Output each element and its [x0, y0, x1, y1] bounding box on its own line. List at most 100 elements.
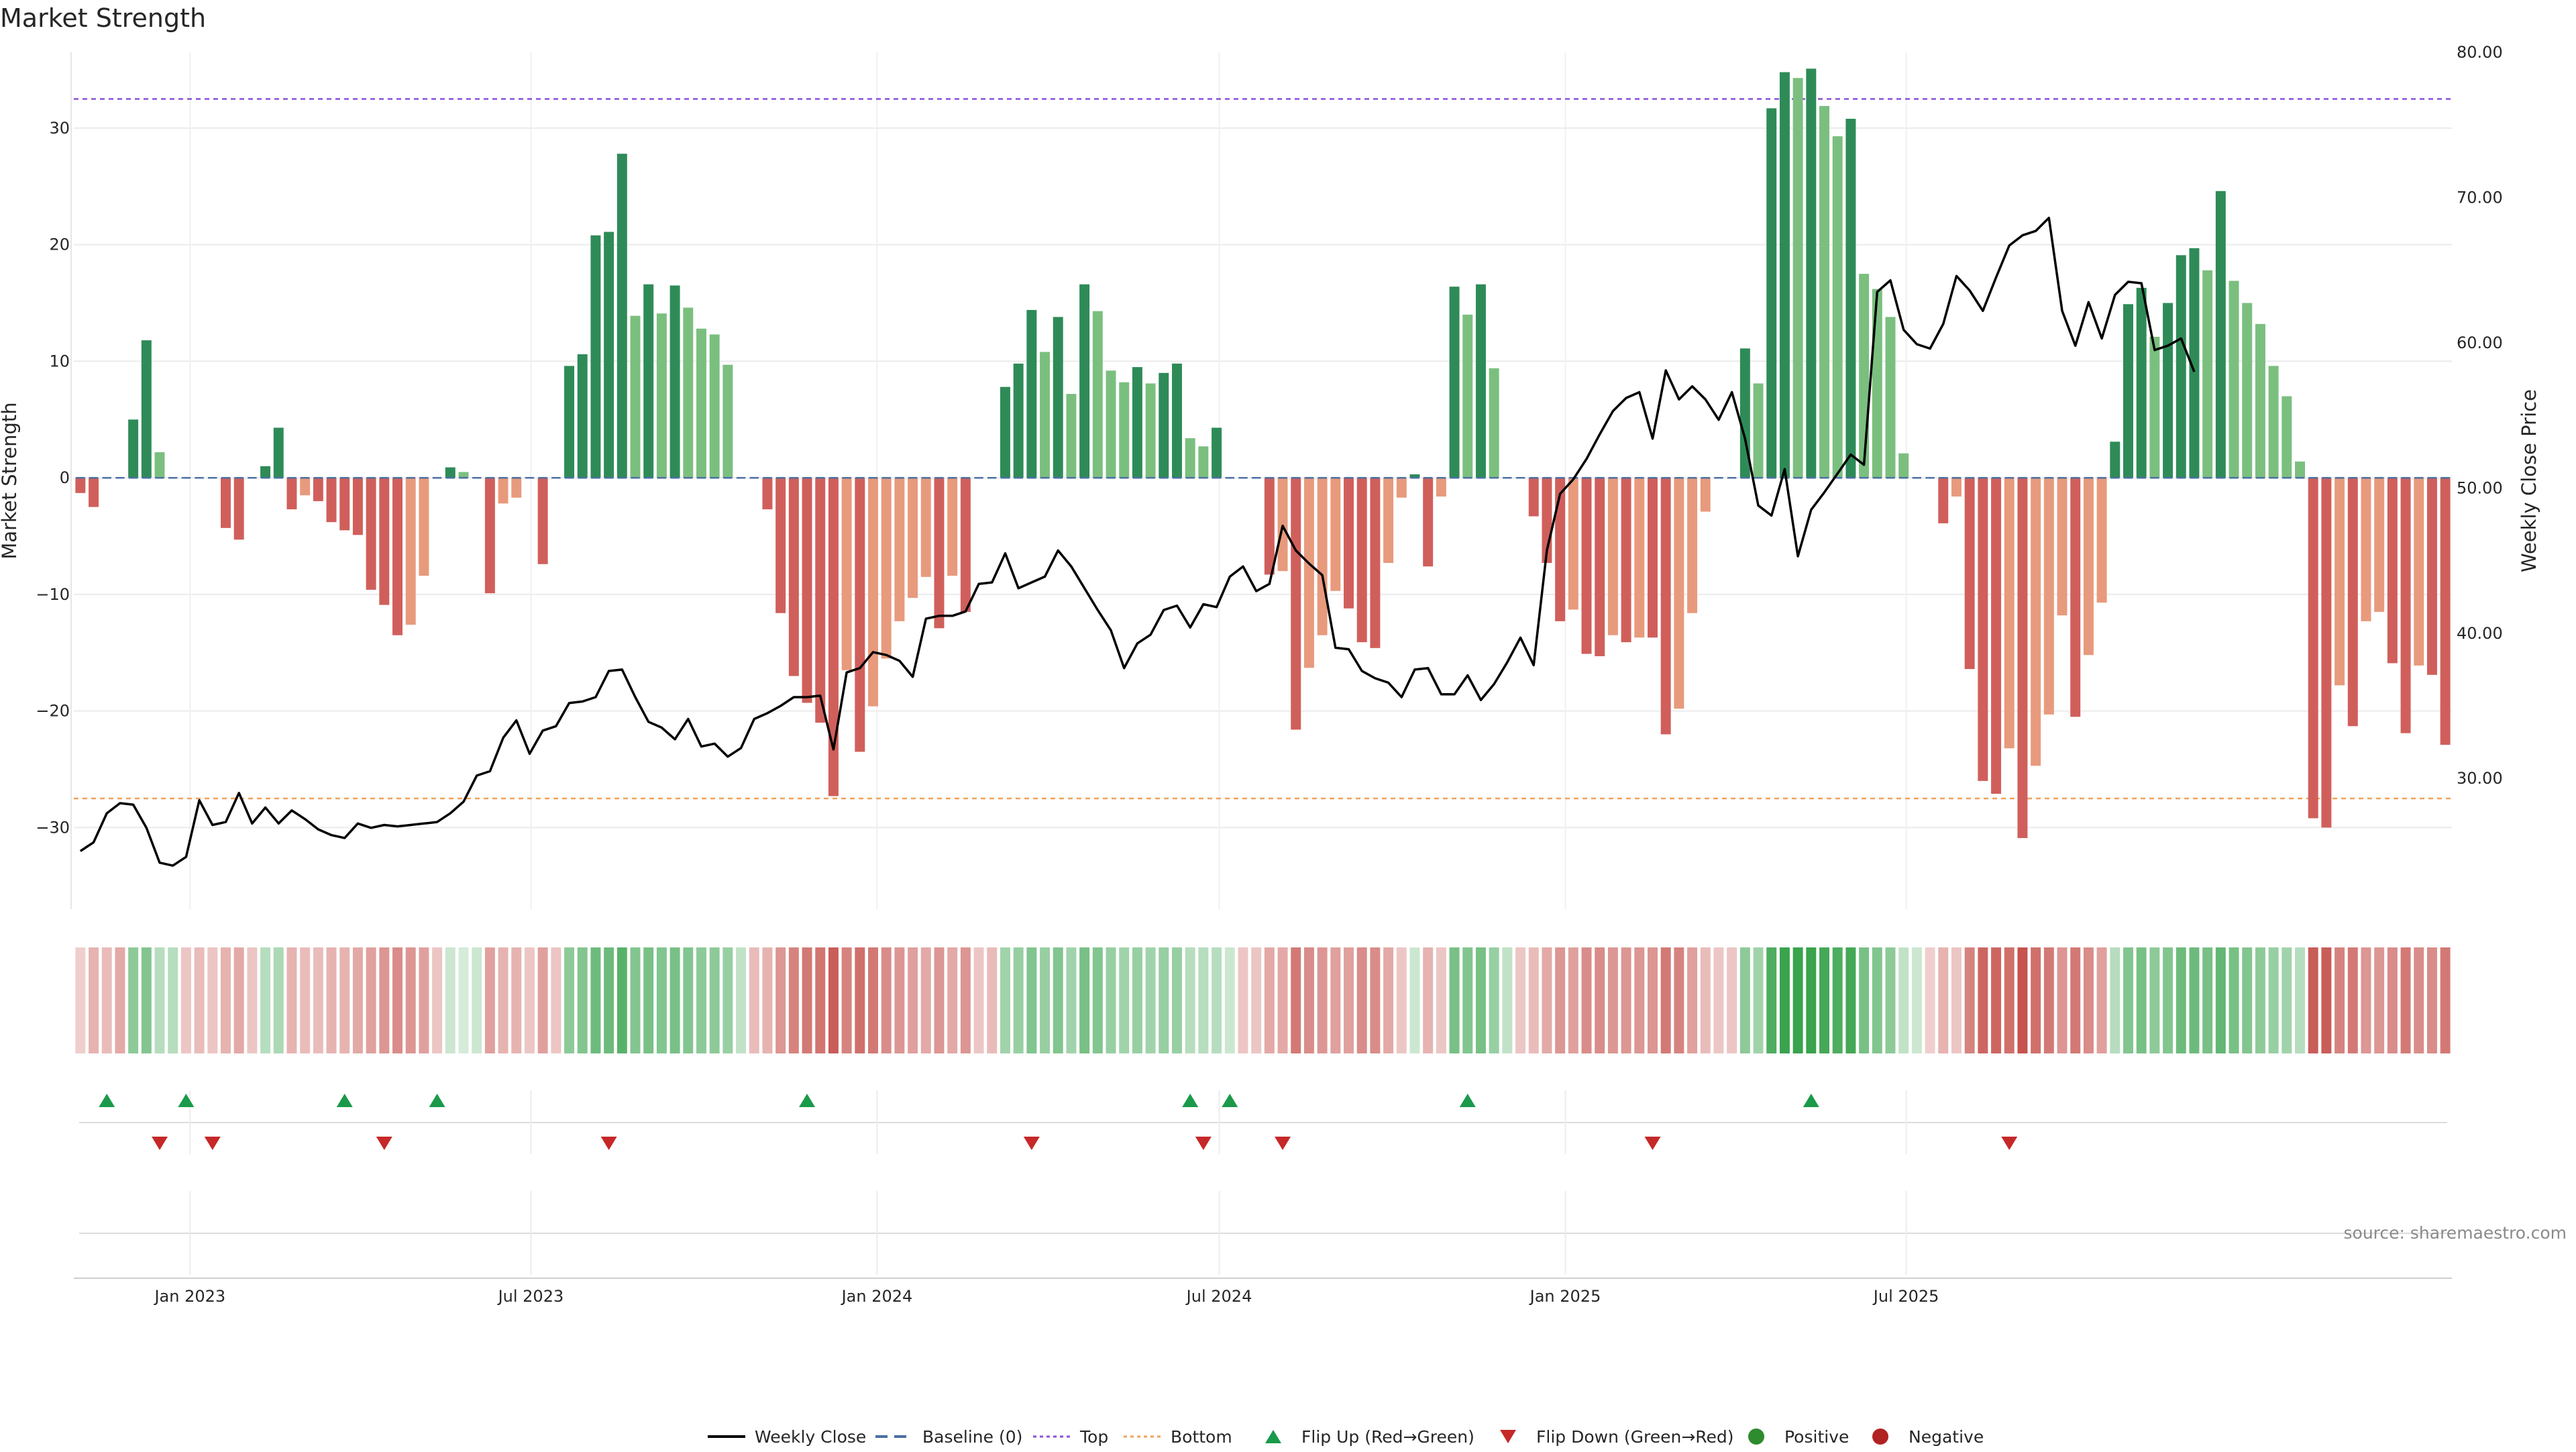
strength-bar	[498, 478, 508, 504]
strength-bar	[894, 478, 905, 621]
strength-bar	[1040, 352, 1051, 478]
strength-bar	[828, 478, 839, 796]
strength-bar	[1409, 474, 1420, 478]
strength-bar	[1832, 136, 1843, 478]
strength-bar	[1859, 274, 1870, 478]
strength-bar	[868, 478, 878, 707]
strength-bar	[75, 478, 86, 493]
strength-bar	[313, 478, 323, 501]
flip-down-marker	[152, 1137, 168, 1150]
heat-cell	[484, 947, 495, 1053]
strength-bar	[855, 478, 865, 752]
legend-label: Negative	[1909, 1427, 1984, 1447]
strength-bar	[1700, 478, 1711, 512]
strength-bar	[2347, 478, 2358, 727]
strength-bar	[1792, 78, 1803, 478]
heat-cell	[973, 947, 984, 1053]
strength-bar	[2308, 478, 2318, 819]
strength-bar	[1079, 284, 1090, 478]
strength-bar	[2004, 478, 2015, 749]
heat-cell	[339, 947, 350, 1053]
strength-bar	[1317, 478, 1328, 635]
strength-bar	[273, 427, 284, 478]
strength-bar	[2282, 396, 2292, 478]
heat-cell	[868, 947, 878, 1053]
heat-cell	[1066, 947, 1077, 1053]
heat-cell	[1198, 947, 1209, 1053]
heat-cell	[2043, 947, 2054, 1053]
heat-cell	[1700, 947, 1711, 1053]
strength-bar	[722, 364, 733, 478]
strength-bar	[484, 478, 495, 594]
heat-cell	[1885, 947, 1896, 1053]
strength-bar	[326, 478, 337, 523]
x-axis: Jan 2023 Jul 2023 Jan 2024 Jul 2024 Jan 2025…	[74, 1278, 2452, 1306]
heat-cell	[1053, 947, 1063, 1053]
y2-tick-label: 70.00	[2457, 188, 2503, 207]
strength-bar	[1555, 478, 1566, 621]
y-tick-label: −20	[36, 702, 70, 721]
flip-up-marker	[336, 1094, 353, 1107]
heat-cell	[1898, 947, 1909, 1053]
strength-bar	[683, 307, 694, 478]
strength-bar	[881, 478, 892, 659]
strength-bar	[1978, 478, 1988, 781]
strength-bar	[643, 284, 654, 478]
strength-bar	[1370, 478, 1381, 648]
strength-bar	[1291, 478, 1301, 730]
heat-cell	[1621, 947, 1631, 1053]
strength-bar	[1753, 383, 1764, 478]
strength-bar	[934, 478, 945, 629]
heat-cell	[960, 947, 971, 1053]
heat-cell	[379, 947, 390, 1053]
legend-label: Positive	[1784, 1427, 1849, 1447]
heat-cell	[736, 947, 747, 1053]
heat-cell	[1277, 947, 1288, 1053]
x-tick-label: Jul 2025	[1872, 1287, 1939, 1306]
strength-bar	[2295, 461, 2305, 478]
flip-down-marker	[1195, 1137, 1212, 1150]
heat-cell	[2031, 947, 2041, 1053]
y-tick-label: 0	[60, 468, 70, 487]
y-tick-label: 20	[49, 236, 70, 254]
strength-bar	[1132, 367, 1142, 478]
strength-bar	[616, 154, 627, 478]
flip-up-marker	[178, 1094, 195, 1107]
y-tick-label: −30	[36, 818, 70, 837]
strength-bar	[656, 313, 667, 478]
strength-bar	[1198, 446, 1209, 478]
strength-bar	[286, 478, 297, 510]
heat-cell	[2440, 947, 2451, 1053]
strength-bar	[1212, 427, 1222, 478]
flip-down-marker	[204, 1137, 221, 1150]
flip-down-marker	[600, 1137, 617, 1150]
heat-cell	[2374, 947, 2385, 1053]
strength-bar	[2031, 478, 2041, 766]
strength-bar	[1634, 478, 1645, 638]
strength-bars	[75, 68, 2451, 839]
flip-down-marker	[1275, 1137, 1291, 1150]
heat-cell	[472, 947, 482, 1053]
heat-cell	[326, 947, 337, 1053]
heat-cell	[1792, 947, 1803, 1053]
heat-cell	[1224, 947, 1235, 1053]
strength-bar	[1396, 478, 1407, 498]
strength-bar	[458, 472, 469, 478]
strength-bar	[1449, 287, 1460, 478]
strength-bar	[2176, 255, 2186, 478]
strength-bar	[788, 478, 799, 676]
heat-cell	[128, 947, 139, 1053]
heat-cell	[2096, 947, 2107, 1053]
heat-cell	[1330, 947, 1341, 1053]
heat-cell	[1951, 947, 1962, 1053]
strength-bar	[2229, 280, 2239, 478]
heat-cell	[577, 947, 588, 1053]
strength-bar	[141, 340, 152, 478]
y-tick-label: 10	[49, 352, 70, 370]
strength-bar	[2400, 478, 2411, 733]
strength-bar	[366, 478, 376, 590]
strength-bar	[1581, 478, 1592, 654]
strength-bar	[300, 478, 311, 496]
heat-cell	[154, 947, 165, 1053]
